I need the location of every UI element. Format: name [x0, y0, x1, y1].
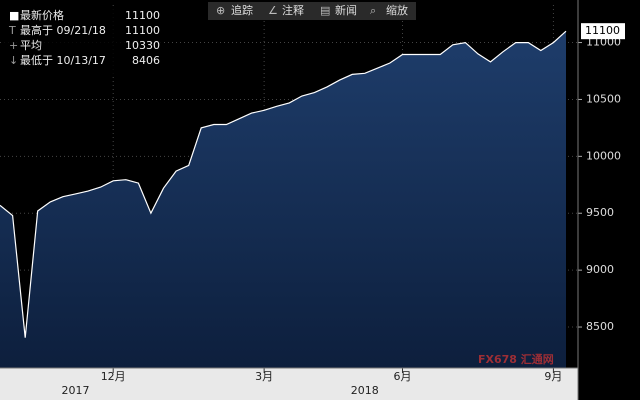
watermark: FX678 汇通网 — [478, 353, 554, 366]
legend-value: 11100 — [125, 24, 160, 37]
x-tick-label: 6月 — [393, 370, 411, 383]
x-tick-label: 9月 — [544, 370, 562, 383]
area — [0, 31, 566, 368]
y-tick-label: 10000 — [586, 149, 621, 162]
last-price-box — [581, 23, 625, 40]
legend-symbol: T — [8, 24, 16, 37]
toolbar — [208, 2, 416, 20]
legend-value: 8406 — [132, 54, 160, 67]
legend-label: 平均 — [20, 39, 42, 52]
legend-value: 10330 — [125, 39, 160, 52]
x-axis-band — [0, 368, 578, 400]
legend-symbol: ■ — [9, 9, 19, 22]
legend-value: 11100 — [125, 9, 160, 22]
y-tick-label: 9000 — [586, 263, 614, 276]
icon: ▤ — [320, 4, 330, 17]
icon: ⌕ — [370, 4, 376, 17]
legend-label: 最新价格 — [20, 8, 64, 22]
legend-label: 最高于 09/21/18 — [20, 23, 106, 37]
line — [0, 30, 567, 338]
year-label: 2018 — [351, 384, 379, 397]
legend-box — [4, 6, 164, 74]
toolbar-buttons: ⊕ 追踪 ∠ 注释 ▤ 新闻 ⌕ 缩放 — [216, 3, 408, 17]
y-tick-label: 8500 — [586, 320, 614, 333]
y-tick-label: 9500 — [586, 206, 614, 219]
toolbar-button[interactable]: 注释 — [282, 3, 304, 17]
icon: ⊕ — [216, 4, 225, 17]
icon: ∠ — [268, 4, 278, 17]
x-tick-label: 12月 — [101, 370, 126, 383]
toolbar-button[interactable]: 新闻 — [335, 3, 357, 17]
toolbar-button[interactable]: 追踪 — [231, 3, 253, 17]
toolbar-button[interactable]: 缩放 — [386, 3, 408, 17]
legend: ■ 最新价格 11100 T 最高于 09/21/18 11100 + 平均 10330 ↓ 最低于… — [8, 8, 160, 67]
y-tick-label: 10500 — [586, 92, 621, 105]
last-price-label: 11100 — [585, 24, 620, 37]
legend-label: 最低于 10/13/17 — [20, 54, 106, 67]
year-label: 2017 — [61, 384, 89, 397]
x-tick-label: 3月 — [255, 370, 273, 383]
legend-symbol: + — [9, 39, 18, 52]
legend-symbol: ↓ — [9, 54, 18, 67]
